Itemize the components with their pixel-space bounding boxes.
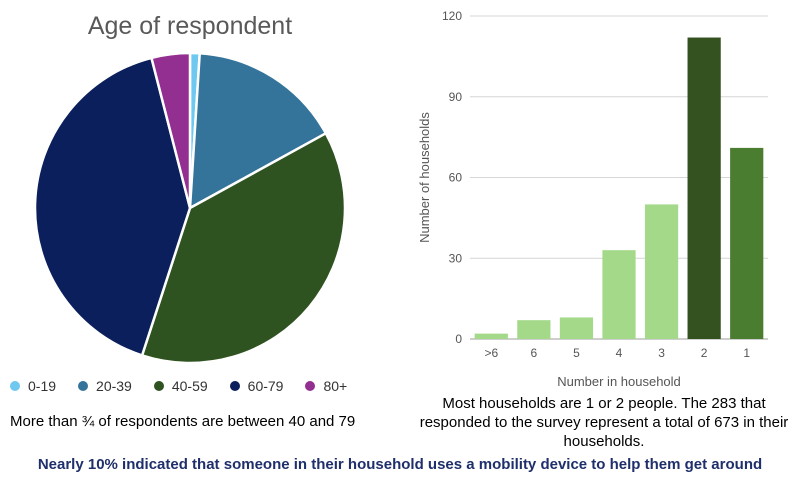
legend-item-60-79: 60-79 <box>229 378 284 394</box>
bar-6 <box>517 320 551 339</box>
x-tick-label: >6 <box>484 346 498 360</box>
x-axis-title: Number in household <box>557 374 681 389</box>
legend-swatch-0-19 <box>10 381 20 391</box>
legend-label-40-59: 40-59 <box>171 378 208 394</box>
legend-label-60-79: 60-79 <box>247 378 284 394</box>
legend-item-20-39: 20-39 <box>78 378 132 394</box>
legend-item-80-plus: 80+ <box>305 378 347 394</box>
pie-slice-60-79 <box>33 56 192 357</box>
y-tick-label: 90 <box>449 90 463 104</box>
y-tick-label: 60 <box>449 171 463 185</box>
x-tick-label: 4 <box>616 346 623 360</box>
legend-label-20-39: 20-39 <box>96 378 132 394</box>
bar-chart: 0 30 60 90 120 >6 6 5 4 3 2 1 Number in household Num… <box>417 9 768 389</box>
y-axis-title: Number of households <box>417 112 432 243</box>
y-tick-label: 0 <box>455 332 462 346</box>
y-tick-label: 120 <box>442 9 462 23</box>
pie-slice-20-39 <box>188 52 328 210</box>
bar-5 <box>559 317 594 339</box>
x-tick-label: 3 <box>658 346 665 360</box>
bar-1 <box>730 147 764 339</box>
legend-label-80-plus: 80+ <box>323 378 348 394</box>
x-tick-label: 1 <box>743 346 750 360</box>
pie-slice-80-plus <box>150 51 192 210</box>
pie-legend: 0-19 20-39 40-59 60-79 80+ <box>10 378 347 394</box>
legend-swatch-40-59 <box>153 381 164 391</box>
pie-slice-40-59 <box>140 132 347 365</box>
footer-note: Nearly 10% indicated that someone in the… <box>37 456 763 473</box>
legend-item-0-19: 0-19 <box>10 378 56 394</box>
legend-item-40-59: 40-59 <box>153 378 208 394</box>
pie-chart <box>33 51 347 365</box>
bar-gt-6 <box>474 333 508 339</box>
x-tick-label: 6 <box>531 346 538 360</box>
pie-caption: More than ¾ of respondents are between 4… <box>10 413 356 430</box>
x-tick-label: 5 <box>573 346 580 360</box>
legend-swatch-20-39 <box>78 381 89 391</box>
bar-2 <box>687 37 721 339</box>
y-tick-label: 30 <box>449 251 463 265</box>
pie-chart-title: Age of respondent <box>87 12 293 40</box>
legend-swatch-80-plus <box>305 381 316 391</box>
bar-caption: Most households are 1 or 2 people. The 2… <box>419 395 789 450</box>
bar-3 <box>644 204 679 339</box>
bar-4 <box>602 250 636 339</box>
x-tick-label: 2 <box>701 346 708 360</box>
legend-label-0-19: 0-19 <box>28 378 57 394</box>
legend-swatch-60-79 <box>229 381 240 391</box>
